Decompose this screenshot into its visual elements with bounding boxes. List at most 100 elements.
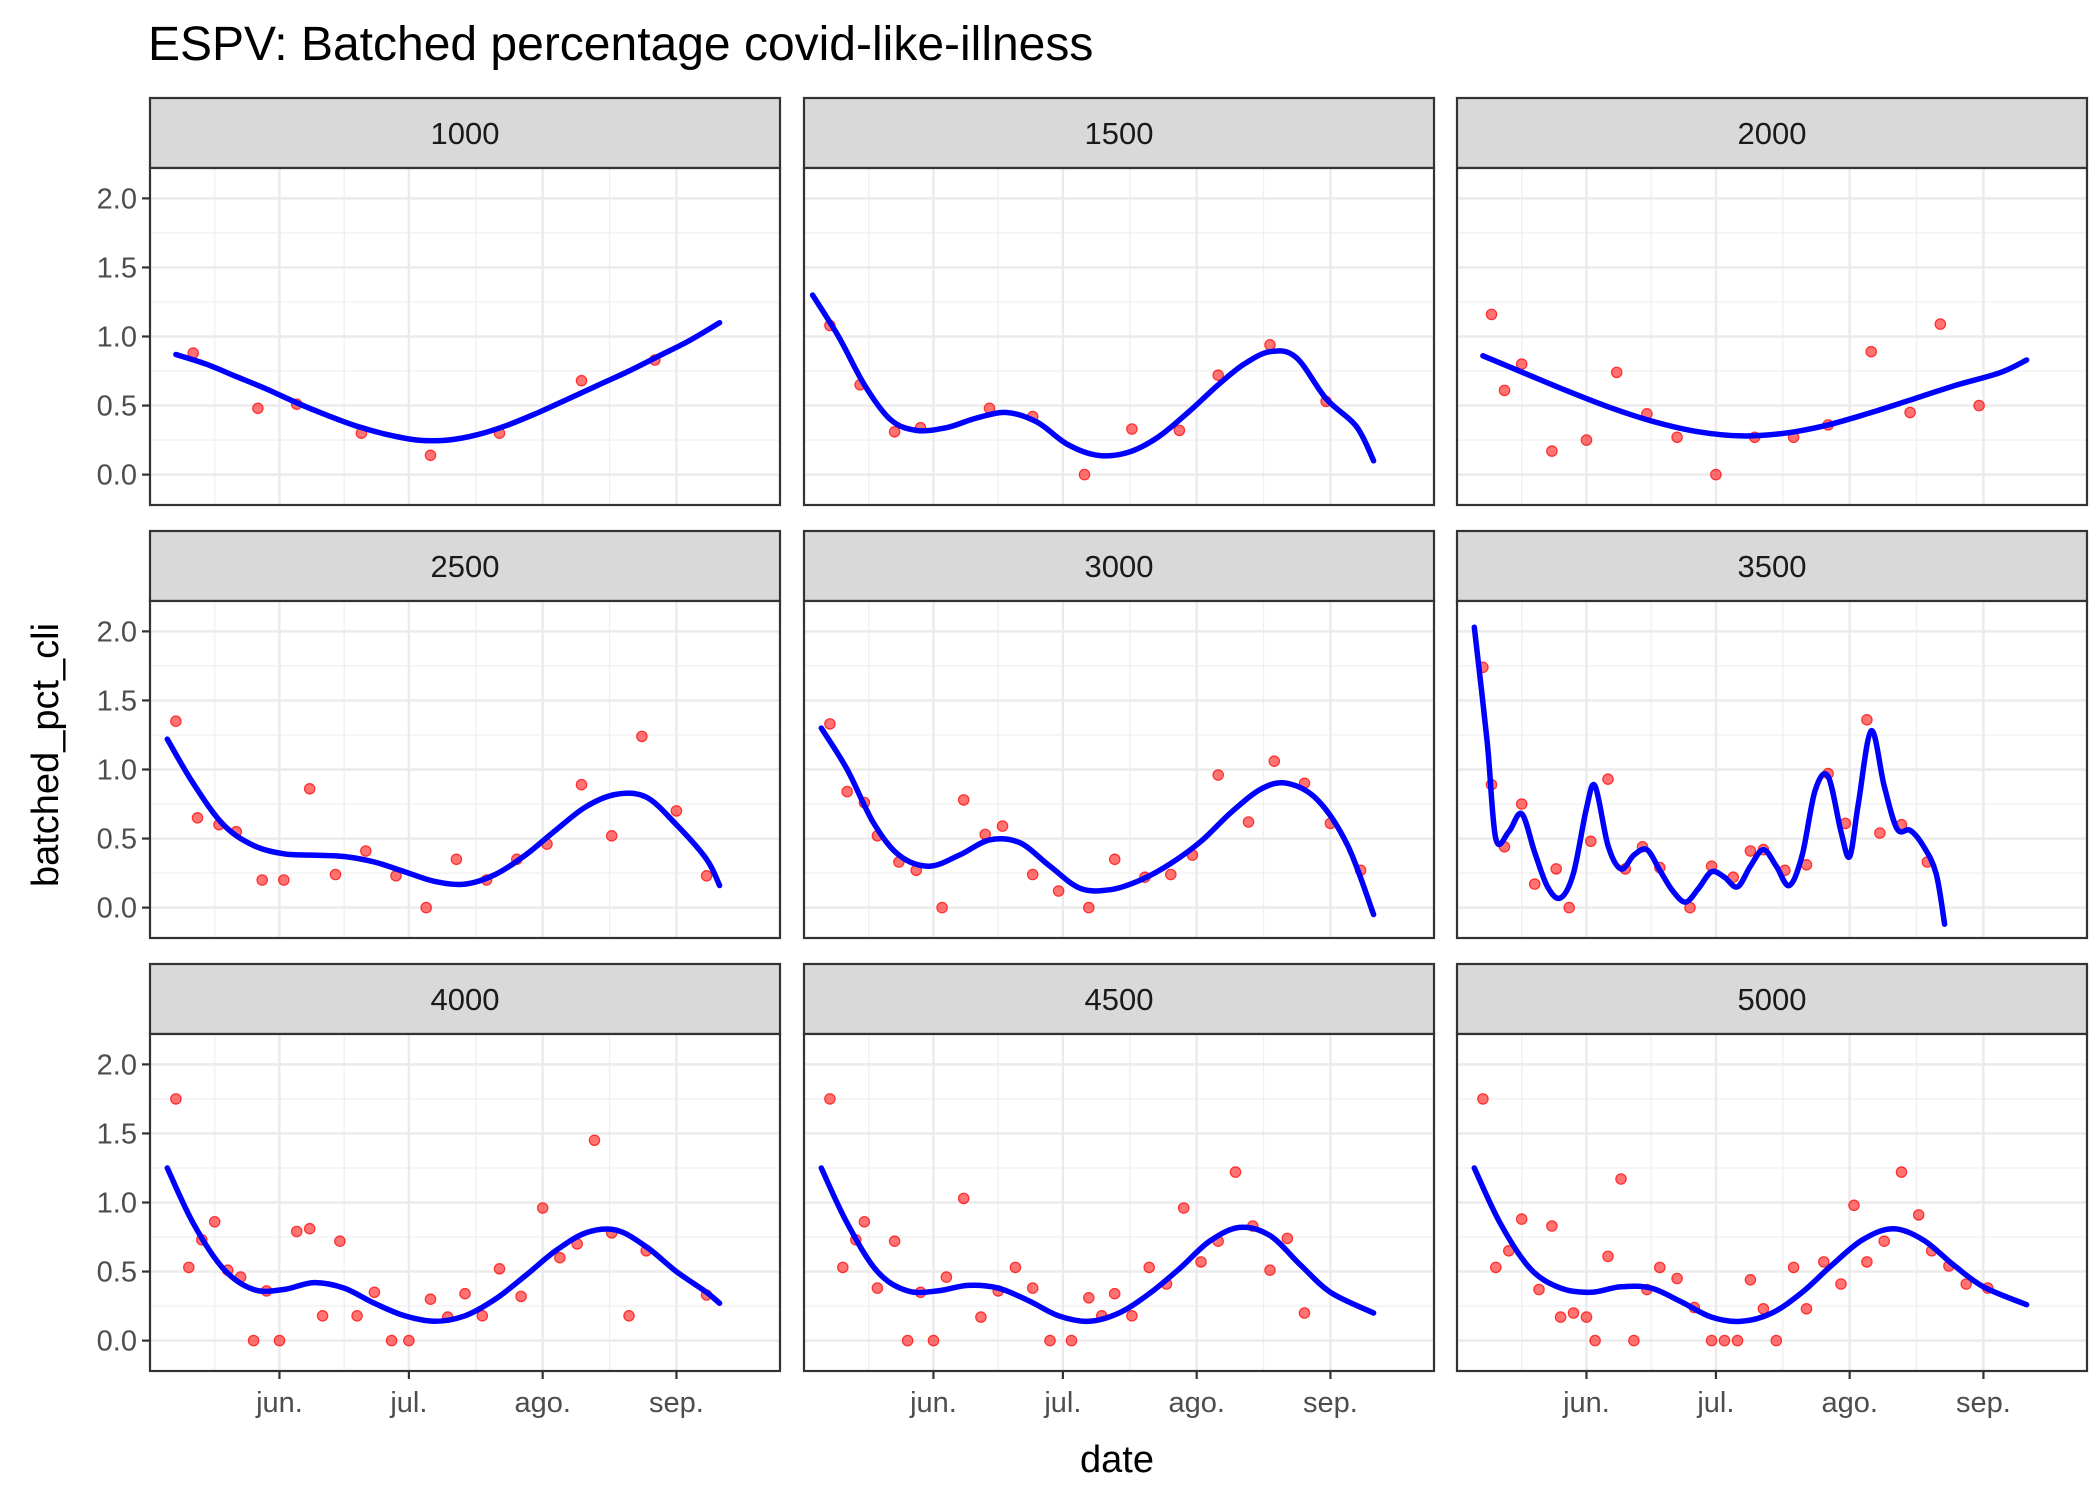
data-point	[1268, 755, 1281, 767]
data-point	[1546, 445, 1558, 457]
y-tick-label: 1.5	[97, 1118, 137, 1150]
data-point	[252, 402, 264, 415]
data-point	[1264, 338, 1276, 351]
facet-strip	[1455, 962, 2089, 1036]
data-point	[1477, 1093, 1489, 1105]
data-point	[170, 1093, 182, 1105]
data-point	[1912, 1209, 1925, 1221]
data-point	[1615, 1173, 1627, 1185]
data-point	[554, 1251, 566, 1264]
data-point	[927, 1334, 940, 1347]
facet-strip	[148, 962, 782, 1036]
data-point	[975, 1311, 987, 1323]
data-point	[901, 1334, 914, 1347]
y-tick-label: 2.0	[97, 616, 137, 648]
data-point	[424, 1293, 437, 1305]
facet-strip	[802, 962, 1436, 1036]
data-point	[836, 1261, 849, 1274]
smooth-line	[164, 736, 723, 889]
y-tick-label: 2.0	[97, 183, 137, 215]
data-point	[1585, 835, 1597, 848]
data-point	[1515, 798, 1528, 810]
data-point	[623, 1310, 635, 1322]
data-point	[1602, 1250, 1614, 1263]
facet-panel-2500: 2500	[148, 529, 782, 940]
data-point	[936, 901, 948, 914]
data-point	[1589, 1334, 1601, 1347]
facet-panel-1500: 1500	[802, 96, 1436, 507]
x-tick-label: ago.	[514, 1387, 570, 1419]
data-point	[1861, 1256, 1873, 1268]
data-point	[1009, 1261, 1022, 1274]
data-point	[385, 1334, 398, 1347]
y-tick-label: 2.0	[97, 1049, 137, 1081]
data-point	[1960, 1278, 1972, 1290]
data-point	[1718, 1334, 1731, 1347]
x-tick-label: sep.	[1303, 1387, 1358, 1419]
y-tick-label: 1.5	[97, 252, 137, 284]
data-point	[1083, 1292, 1095, 1304]
panel-border	[1455, 166, 2089, 507]
data-point	[1580, 1311, 1593, 1323]
data-point	[996, 820, 1009, 832]
data-point	[459, 1287, 471, 1300]
data-point	[1195, 1256, 1207, 1268]
data-point	[1533, 1283, 1545, 1296]
facet-strip-label: 4500	[1085, 982, 1154, 1017]
data-point	[1904, 406, 1916, 419]
smooth-line	[809, 292, 1377, 464]
facet-strip	[148, 96, 782, 170]
data-point	[351, 1310, 363, 1322]
data-point	[1563, 901, 1575, 914]
data-point	[575, 374, 588, 387]
x-tick-label: jul.	[1696, 1387, 1734, 1419]
y-tick-label: 0.0	[97, 1326, 137, 1358]
data-point	[1710, 468, 1722, 481]
facet-panel-1000: 1000	[148, 96, 782, 507]
data-point	[1108, 1287, 1121, 1300]
facet-panel-3000: 3000	[802, 529, 1436, 940]
data-point	[1848, 1199, 1860, 1212]
y-tick-label: 1.0	[97, 755, 137, 787]
data-point	[957, 1192, 970, 1205]
smooth-line	[173, 319, 723, 444]
data-point	[1212, 369, 1224, 381]
data-point	[1052, 885, 1065, 897]
facet-strip-label: 2500	[431, 549, 500, 584]
facet-panel-5000: 5000	[1455, 962, 2089, 1373]
data-point	[1705, 1334, 1718, 1347]
data-point	[1229, 1166, 1242, 1178]
data-point	[1580, 434, 1593, 446]
data-point	[1878, 1235, 1890, 1247]
data-point	[1744, 845, 1757, 857]
data-point	[1528, 878, 1541, 890]
data-point	[1550, 863, 1562, 875]
data-point	[1143, 1261, 1155, 1274]
y-axis-ticks: 0.0 0.5 1.0 1.5 2.0 0.0 0.5 1.0 1.5 2.0 0.0 0.5 1.0 1…	[97, 183, 150, 1358]
data-point	[1546, 1220, 1558, 1232]
x-tick-label: jun.	[1562, 1387, 1610, 1419]
data-point	[1628, 1334, 1640, 1347]
data-point	[1281, 1232, 1294, 1245]
data-point	[1934, 318, 1947, 330]
data-point	[1654, 1261, 1666, 1274]
data-point	[1026, 868, 1039, 881]
panel-border	[802, 166, 1436, 507]
panel-border	[1455, 1032, 2089, 1373]
data-point	[1298, 1307, 1311, 1319]
y-tick-label: 0.5	[97, 824, 137, 856]
data-point	[575, 778, 588, 791]
data-point	[1173, 424, 1186, 437]
data-point	[1044, 1334, 1056, 1347]
data-point	[191, 811, 204, 824]
data-point	[515, 1290, 527, 1303]
data-point	[1861, 713, 1873, 726]
y-tick-label: 0.5	[97, 391, 137, 423]
x-tick-label: jul.	[1043, 1387, 1081, 1419]
data-point	[247, 1334, 260, 1347]
facet-strip	[148, 529, 782, 603]
data-point	[1874, 827, 1886, 839]
data-point	[957, 794, 970, 806]
facet-panels: 1000 1500 2000 2500 3000 3500 4000 4500 5000	[148, 96, 2089, 1373]
smooth-line	[164, 1165, 723, 1325]
